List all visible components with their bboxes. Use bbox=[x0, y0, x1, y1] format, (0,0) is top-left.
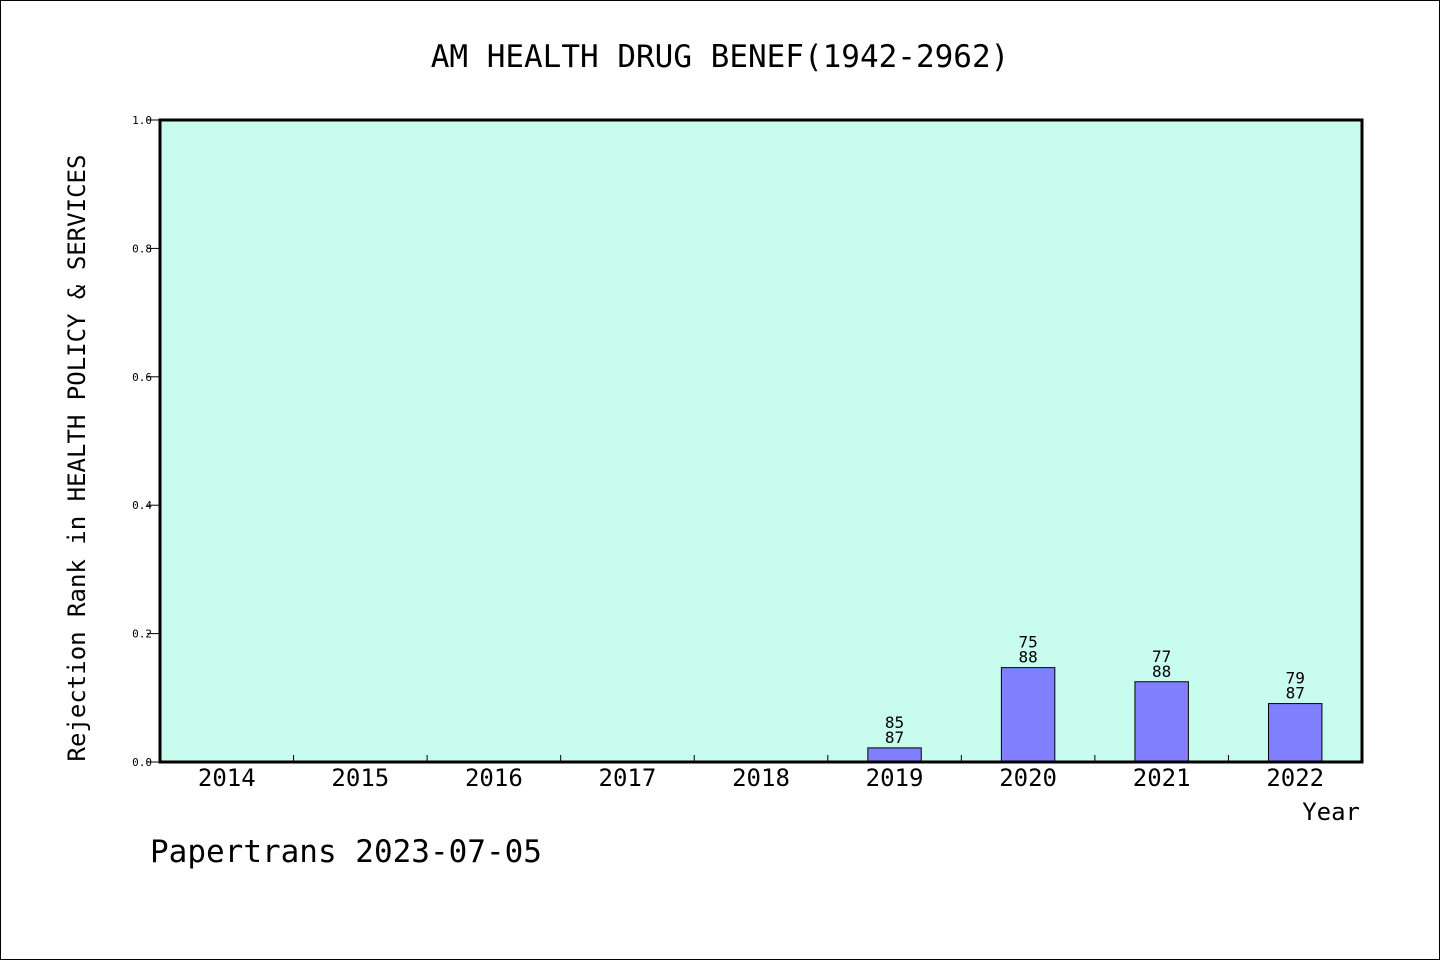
footer-date-text: Papertrans 2023-07-05 bbox=[150, 834, 542, 870]
y-tick-label: 0.8 bbox=[132, 242, 152, 255]
plot-background bbox=[160, 120, 1362, 762]
y-tick-label: 0.2 bbox=[132, 628, 152, 641]
x-tick-label: 2022 bbox=[1266, 764, 1324, 792]
x-tick-label: 2016 bbox=[465, 764, 523, 792]
plot-frame bbox=[158, 118, 1364, 764]
y-tick-label: 0.6 bbox=[132, 371, 152, 384]
bar bbox=[867, 747, 922, 763]
bar-label-top: 85 bbox=[885, 713, 904, 732]
bar-label-top: 75 bbox=[1018, 633, 1037, 652]
x-tick-label: 2017 bbox=[599, 764, 657, 792]
x-tick-label: 2015 bbox=[331, 764, 389, 792]
y-axis-label: Rejection Rank in HEALTH POLICY & SERVIC… bbox=[63, 155, 91, 762]
y-tick-label: 0.4 bbox=[132, 499, 152, 512]
x-tick-label: 2019 bbox=[866, 764, 924, 792]
bar-label-top: 79 bbox=[1286, 669, 1305, 688]
x-tick-label: 2014 bbox=[198, 764, 256, 792]
bar bbox=[1000, 667, 1056, 763]
bar-label-bottom: 88 bbox=[1152, 662, 1171, 681]
bar-label-bottom: 87 bbox=[885, 728, 904, 747]
bar-label-bottom: 88 bbox=[1018, 648, 1037, 667]
x-tick-label: 2021 bbox=[1133, 764, 1191, 792]
x-tick-label: 2018 bbox=[732, 764, 790, 792]
bar bbox=[1134, 681, 1189, 763]
y-tick-label: 0.0 bbox=[132, 756, 152, 769]
chart-title: AM HEALTH DRUG BENEF(1942-2962) bbox=[431, 39, 1010, 75]
y-tick-label: 1.0 bbox=[132, 114, 152, 127]
bar-label-bottom: 87 bbox=[1286, 684, 1305, 703]
bar-label-top: 77 bbox=[1152, 647, 1171, 666]
x-axis-label: Year bbox=[1302, 798, 1360, 826]
bar bbox=[1268, 703, 1323, 763]
x-tick-label: 2020 bbox=[999, 764, 1057, 792]
